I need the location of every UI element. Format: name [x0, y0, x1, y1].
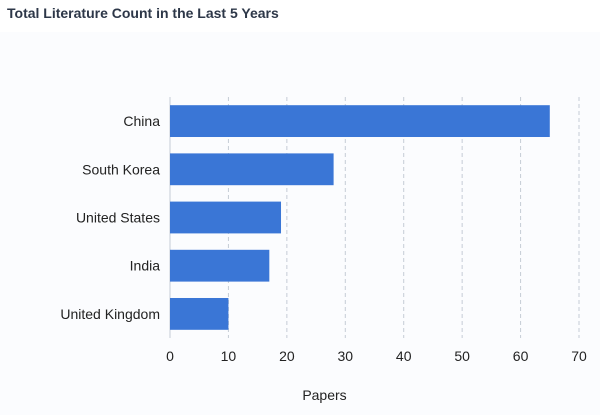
x-tick-label: 0 — [166, 348, 174, 364]
label-layer: 0 10 20 30 40 50 60 70 China South Korea United St… — [60, 113, 587, 364]
x-tick-label: 70 — [571, 348, 587, 364]
y-tick-label: South Korea — [82, 161, 160, 177]
x-tick-label: 40 — [396, 348, 412, 364]
y-tick-label: India — [130, 258, 161, 274]
bar-india[interactable] — [170, 250, 269, 282]
y-tick-label: United States — [76, 210, 160, 226]
x-axis-title: Papers — [302, 387, 346, 403]
x-tick-label: 20 — [279, 348, 295, 364]
bar-layer — [170, 105, 550, 330]
x-tick-label: 50 — [454, 348, 470, 364]
x-tick-label: 60 — [513, 348, 529, 364]
x-tick-label: 30 — [337, 348, 353, 364]
bar-south-korea[interactable] — [170, 153, 334, 185]
x-tick-label: 10 — [221, 348, 237, 364]
bar-china[interactable] — [170, 105, 550, 137]
bar-united-kingdom[interactable] — [170, 298, 228, 330]
y-tick-label: United Kingdom — [60, 306, 160, 322]
bar-united-states[interactable] — [170, 202, 281, 234]
y-tick-label: China — [123, 113, 160, 129]
